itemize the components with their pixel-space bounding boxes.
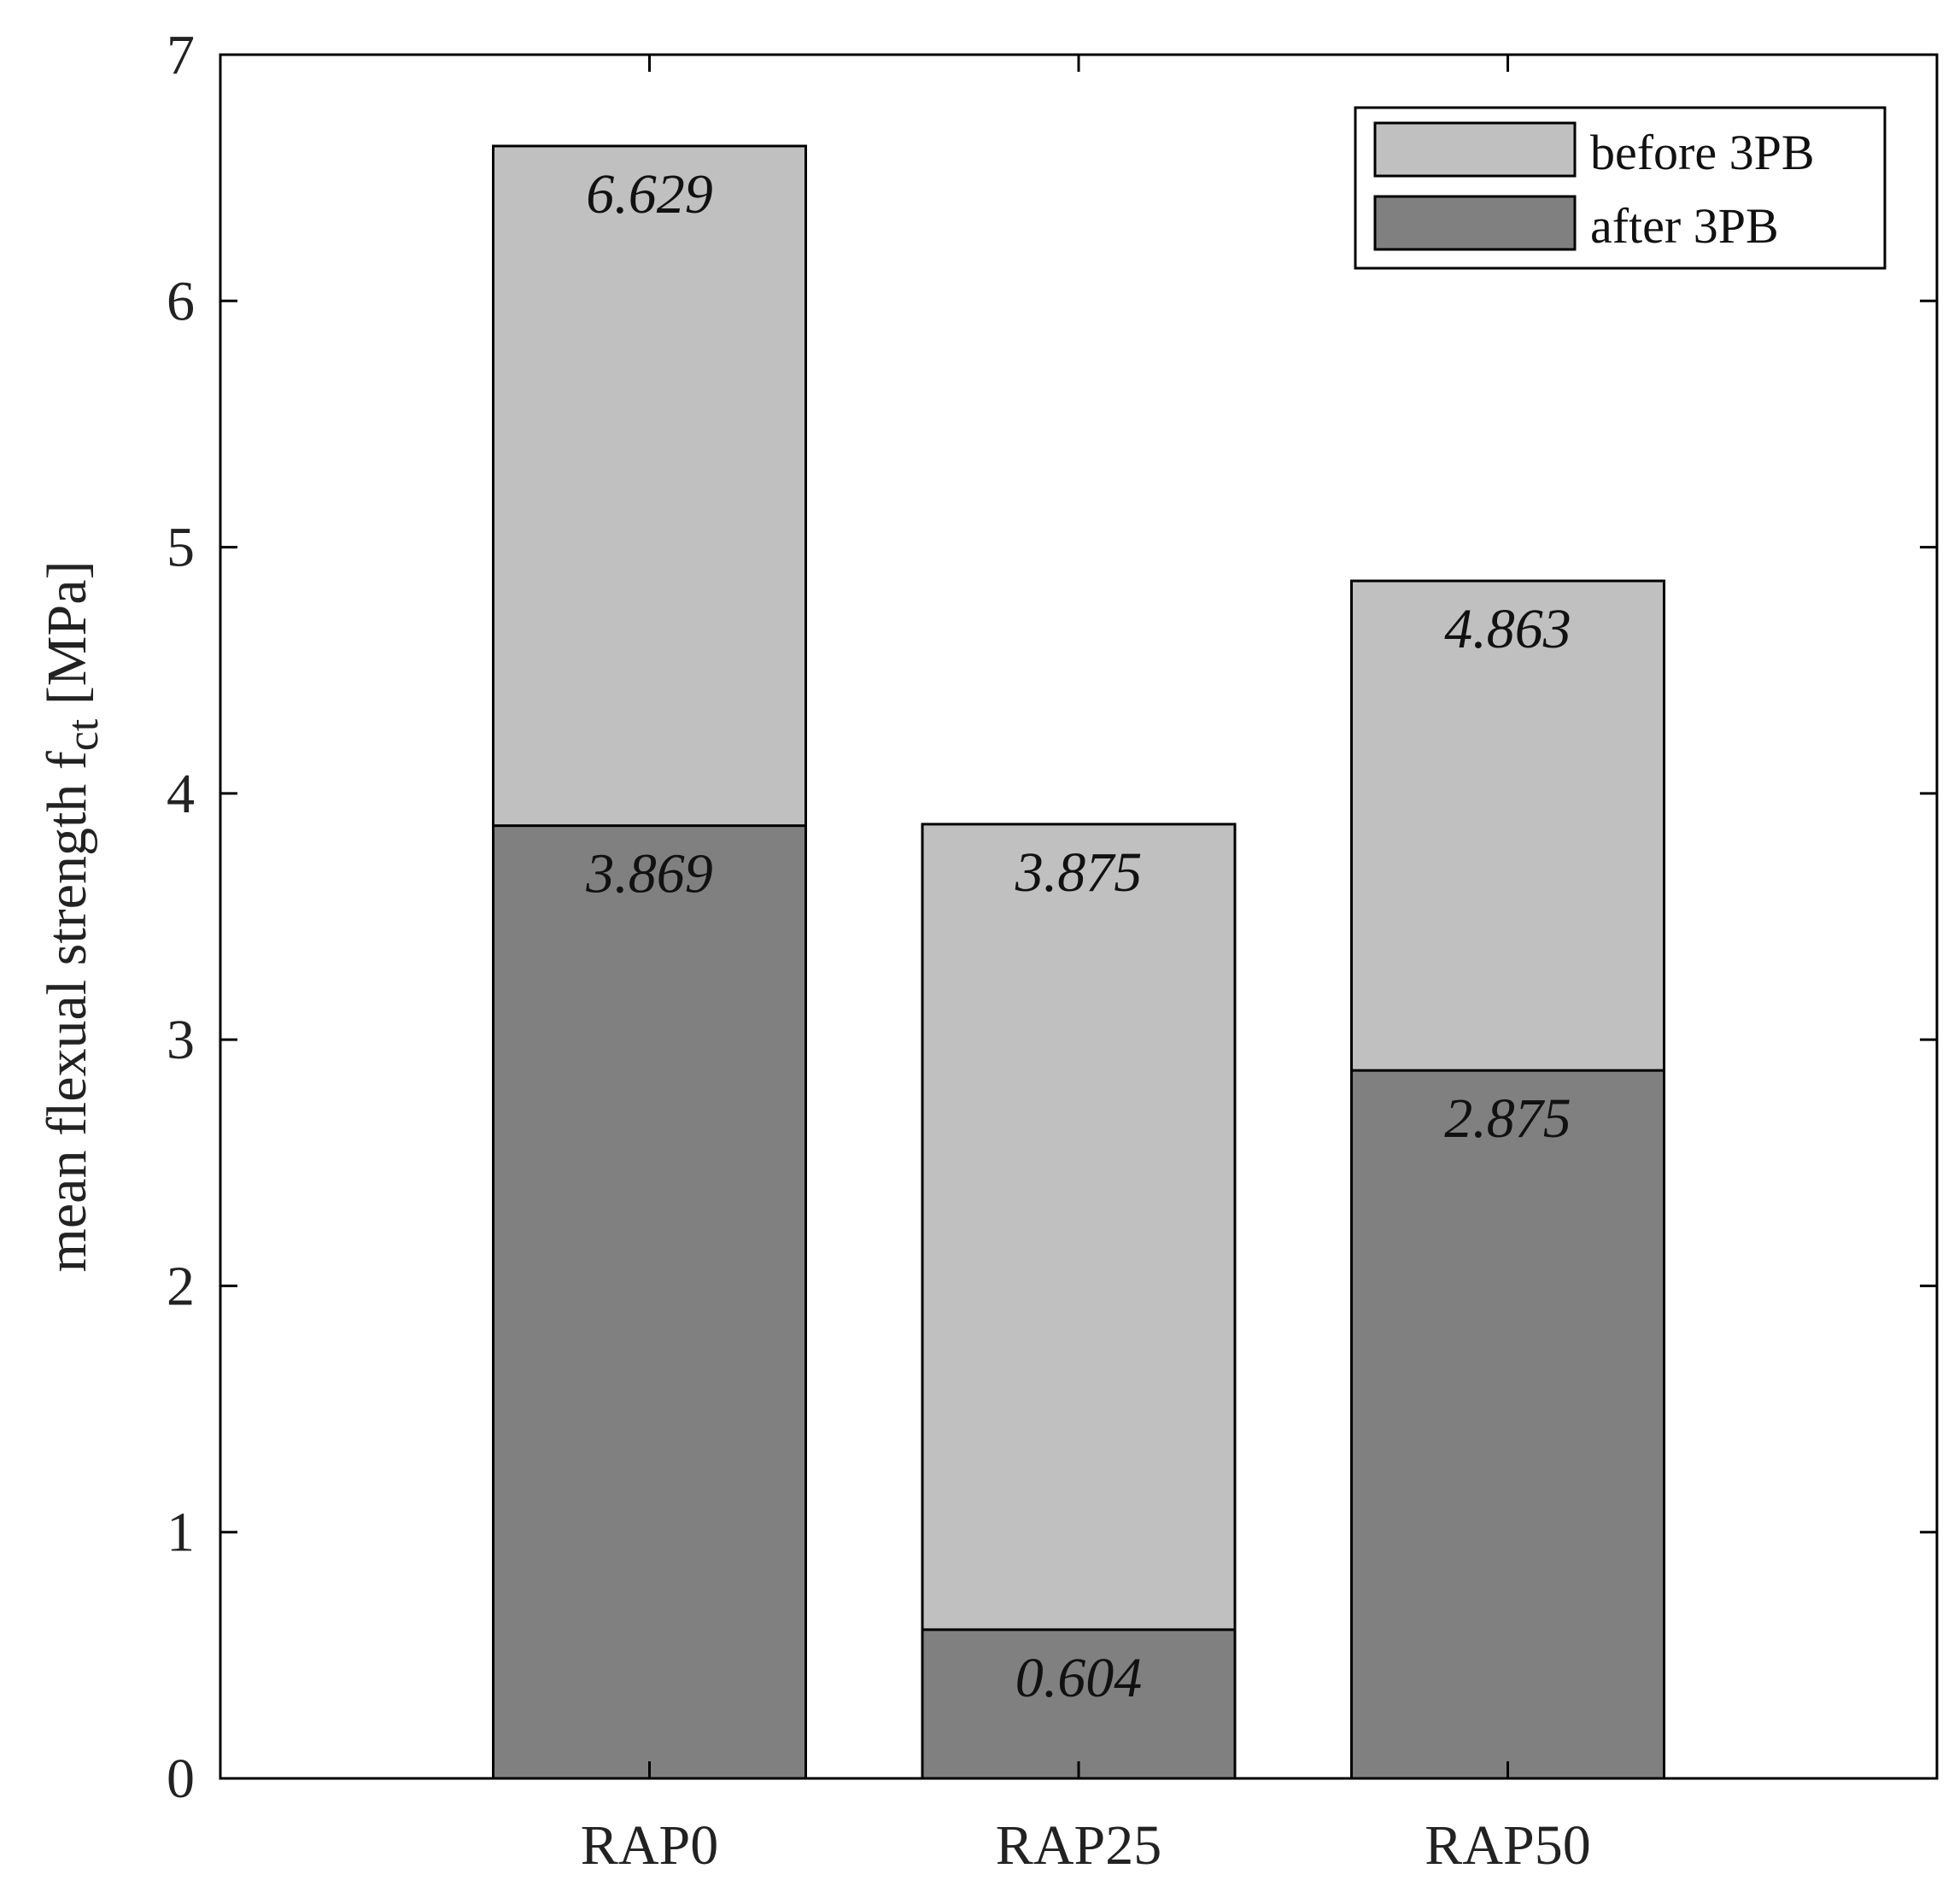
legend-label-after: after 3PB <box>1590 198 1779 254</box>
y-axis-title-subscript: ct <box>59 718 108 751</box>
legend-label-before: before 3PB <box>1590 125 1815 180</box>
y-tick-label: 4 <box>167 763 195 825</box>
x-axis-ticks: RAP0 RAP25 RAP50 <box>581 55 1591 1877</box>
y-tick-label: 6 <box>167 270 195 332</box>
value-label-rap0-after: 3.869 <box>585 843 713 905</box>
value-label-rap25-after: 0.604 <box>1015 1647 1143 1709</box>
y-axis-ticks: 0 1 2 3 4 5 6 7 <box>167 24 1937 1810</box>
value-label-rap0-before: 6.629 <box>586 163 713 226</box>
y-tick-label: 3 <box>167 1009 195 1071</box>
legend-swatch-before <box>1373 121 1577 178</box>
y-tick-label: 5 <box>167 517 195 579</box>
bar-rap25-before <box>921 823 1237 1780</box>
bar-rap50-after <box>1350 1069 1665 1780</box>
value-label-rap25-before: 3.875 <box>1015 841 1143 904</box>
y-tick-label: 2 <box>167 1255 195 1317</box>
x-tick-label-rap0: RAP0 <box>581 1814 718 1877</box>
y-tick-label: 7 <box>167 24 195 86</box>
y-axis-title-main: mean flexual strength f <box>36 751 98 1272</box>
legend: before 3PB after 3PB <box>1354 106 1887 270</box>
y-axis-title-space <box>36 705 98 719</box>
y-axis-title: mean flexual strength fct [MPa] <box>36 561 108 1273</box>
y-tick-label: 1 <box>167 1502 195 1564</box>
x-tick-label-rap25: RAP25 <box>996 1814 1161 1877</box>
y-axis-title-unit: [MPa] <box>36 561 98 706</box>
value-labels-group: 6.629 3.869 3.875 0.604 4.863 2.875 <box>585 163 1571 1709</box>
bars-group <box>492 144 1665 1780</box>
value-label-rap50-after: 2.875 <box>1444 1087 1571 1150</box>
value-label-rap50-before: 4.863 <box>1444 598 1571 660</box>
legend-swatch-after <box>1373 195 1577 251</box>
x-tick-label-rap50: RAP50 <box>1425 1814 1590 1877</box>
bar-rap0-after <box>492 824 807 1780</box>
y-tick-label: 0 <box>167 1748 195 1810</box>
